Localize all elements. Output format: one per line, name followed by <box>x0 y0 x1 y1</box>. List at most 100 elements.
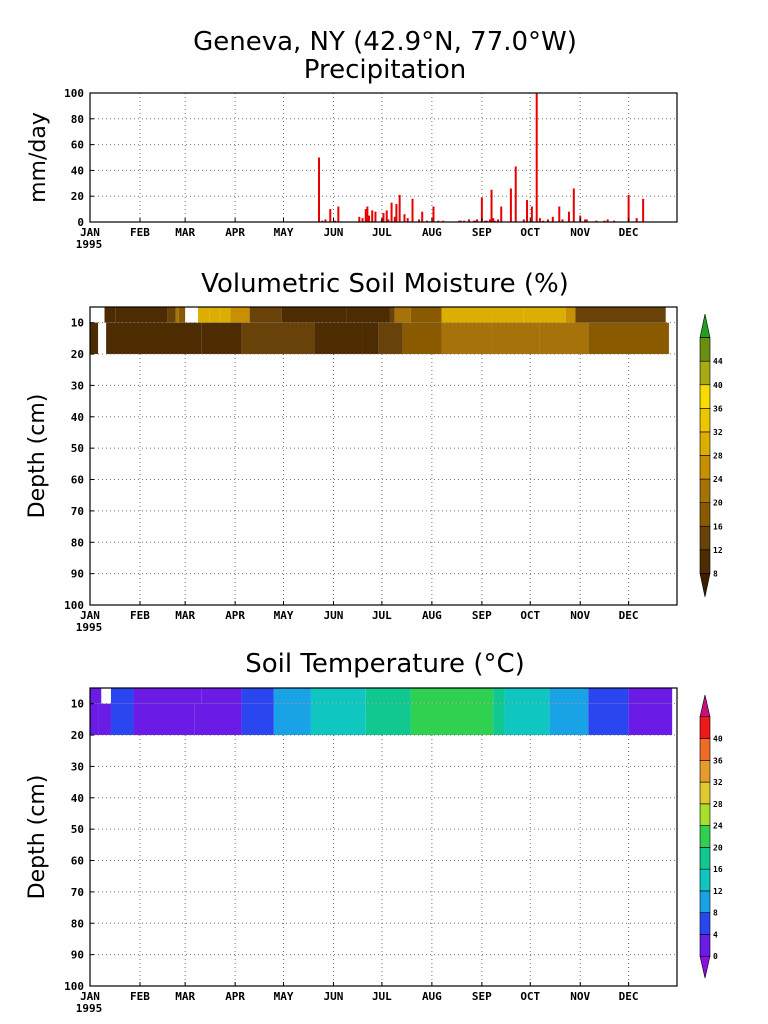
precip-bar <box>500 206 503 222</box>
colorbar-tick-label: 20 <box>713 499 723 508</box>
soil-layer-cell <box>362 322 379 355</box>
precip-bar <box>390 202 393 222</box>
plot-frame <box>89 92 678 223</box>
precip-bar <box>371 210 374 222</box>
x-tick-label: FEB <box>130 990 150 1003</box>
colorbar-swatch <box>699 360 711 386</box>
precip-bar <box>606 219 609 222</box>
precip-bar <box>337 206 340 222</box>
x-year-label: 1995 <box>76 238 103 251</box>
colorbar-tick-label: 36 <box>713 404 723 413</box>
precip-bar <box>514 166 517 222</box>
precip-bar <box>538 218 541 222</box>
soil-layer-cell <box>249 307 282 323</box>
precip-bar <box>488 219 491 222</box>
y-tick-label: 20 <box>71 729 84 742</box>
x-tick-label: JUN <box>324 609 344 622</box>
precip-bar <box>321 220 324 222</box>
soil-layer-cell <box>468 703 494 736</box>
soil-layer-cell <box>230 307 250 323</box>
precip-bar <box>558 206 561 222</box>
colorbar-swatch <box>699 716 711 739</box>
y-tick-label: 0 <box>77 216 84 229</box>
colorbar-tick-label: 24 <box>713 822 723 831</box>
soil-layer-cell <box>588 322 669 355</box>
precip-bar <box>406 218 409 222</box>
x-tick-label: OCT <box>520 609 540 622</box>
soil-layer-cell <box>346 307 390 323</box>
soil-layer-cell <box>241 688 274 704</box>
precip-bar <box>411 198 414 222</box>
colorbar-tick-label: 28 <box>713 452 723 461</box>
y-tick-label: 20 <box>71 190 84 203</box>
colorbar-swatch <box>699 760 711 783</box>
soil-layer-cell <box>523 307 566 323</box>
colorbar-tick-label: 40 <box>713 735 723 744</box>
soil-layer-cell <box>365 703 411 736</box>
colorbar-swatch <box>699 525 711 551</box>
soil-layer-cell <box>281 307 347 323</box>
precip-bar <box>317 157 320 222</box>
x-tick-label: JUL <box>372 990 392 1003</box>
x-tick-label: DEC <box>619 609 639 622</box>
colorbar-swatch <box>699 890 711 913</box>
x-tick-label: JUL <box>372 226 392 239</box>
precip-title: Precipitation <box>304 55 467 85</box>
colorbar-tick-label: 12 <box>713 887 723 896</box>
colorbar-swatch <box>699 478 711 503</box>
precip-bar <box>480 197 483 222</box>
colorbar-max-arrow <box>699 313 711 338</box>
colorbar-tick-label: 40 <box>713 381 723 390</box>
y-tick-label: 80 <box>71 917 84 930</box>
colorbar-max-arrow <box>699 694 711 718</box>
colorbar-tick-label: 4 <box>713 930 718 939</box>
precip-bar <box>561 219 564 222</box>
soil-layer-cell <box>198 307 210 323</box>
soil-layer-cell <box>410 688 469 704</box>
precip-bar <box>329 209 332 222</box>
soil-layer-cell <box>178 307 186 323</box>
soil-layer-cell <box>110 703 134 736</box>
precip-bar <box>358 216 361 222</box>
colorbar-swatch <box>699 408 711 433</box>
x-tick-label: FEB <box>130 226 150 239</box>
precip-bar <box>467 219 470 222</box>
y-tick-label: 90 <box>71 949 84 962</box>
colorbar-min-arrow <box>699 955 711 979</box>
precip-bar <box>421 211 424 222</box>
precip-bar <box>463 220 466 222</box>
soil-layer-cell <box>175 307 179 323</box>
soil-layer-cell <box>493 688 505 704</box>
precip-bar <box>635 218 638 222</box>
soil-layer-cell <box>273 703 311 736</box>
colorbar-swatch <box>699 781 711 805</box>
colorbar-swatch <box>699 384 711 409</box>
precip-bar <box>364 209 367 222</box>
precip-bar <box>627 194 630 222</box>
precip-bar <box>324 219 327 222</box>
y-tick-label: 90 <box>71 568 84 581</box>
soil-layer-cell <box>389 307 395 323</box>
precip-bar <box>472 220 475 222</box>
precip-bar <box>490 189 493 222</box>
colorbar-swatch <box>699 912 711 935</box>
precip-bar <box>572 188 575 222</box>
precip-bar <box>496 219 499 222</box>
colorbar-tick-label: 24 <box>713 475 723 484</box>
precip-bar <box>493 220 496 222</box>
precip-bar <box>374 211 377 222</box>
colorbar-tick-label: 0 <box>713 952 718 961</box>
y-tick-label: 60 <box>71 474 84 487</box>
soil-layer-cell <box>241 322 315 355</box>
y-tick-label: 70 <box>71 505 84 518</box>
x-tick-label: APR <box>225 990 245 1003</box>
x-year-label: 1995 <box>76 621 103 634</box>
precip-bar <box>403 214 406 222</box>
x-tick-label: JAN <box>80 990 100 1003</box>
plot-frame <box>89 306 678 606</box>
colorbar-swatch <box>699 825 711 848</box>
colorbar-swatch <box>699 868 711 892</box>
y-tick-label: 50 <box>71 442 84 455</box>
soil-layer-cell <box>194 703 242 736</box>
soil-layer-cell <box>310 703 366 736</box>
